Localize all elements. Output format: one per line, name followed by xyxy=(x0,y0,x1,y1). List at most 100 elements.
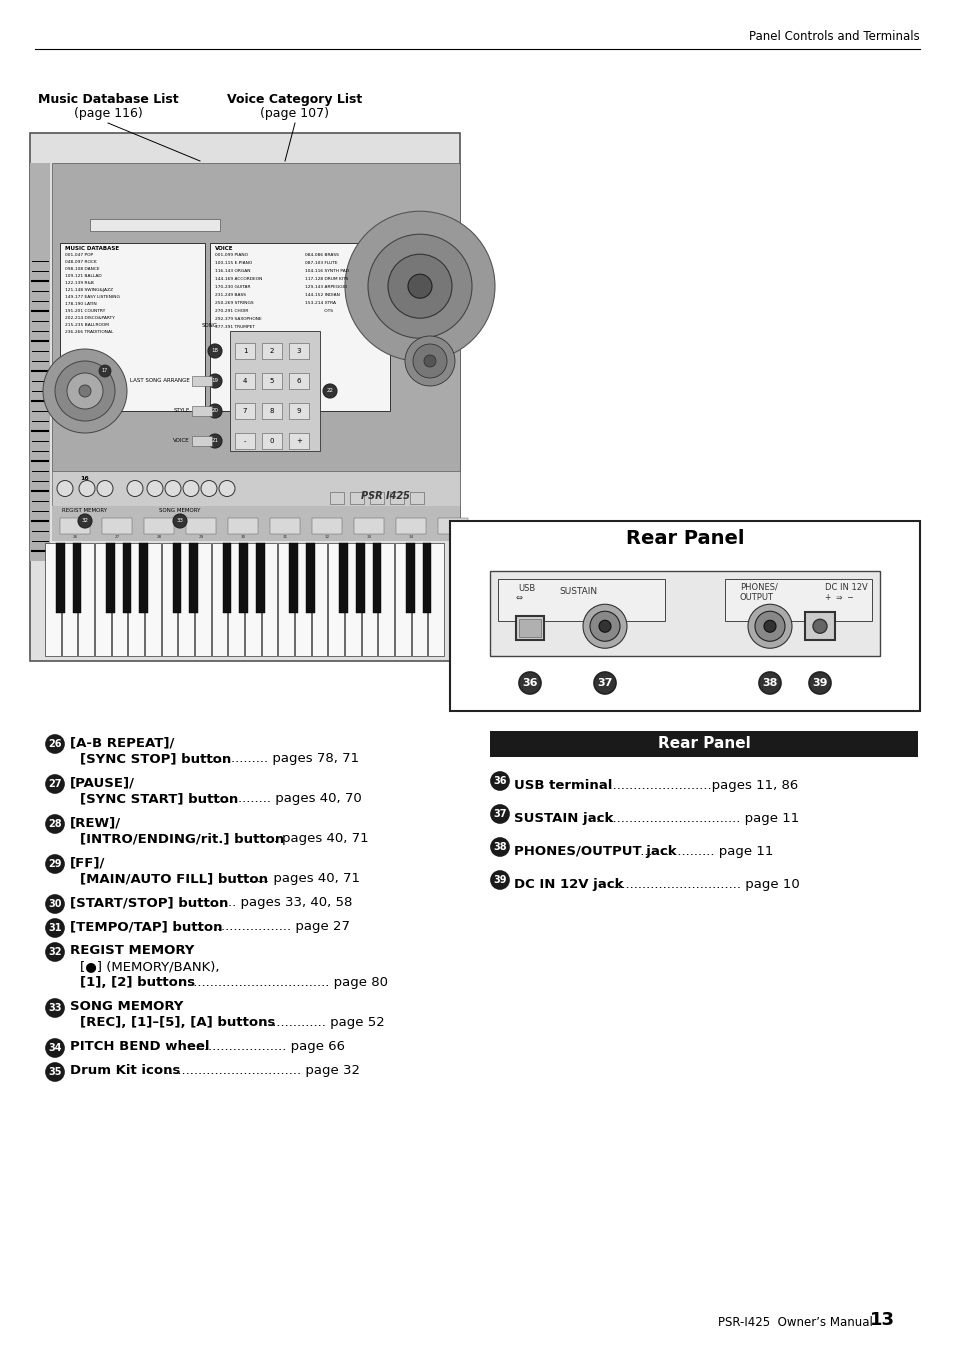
Bar xyxy=(30,163,50,561)
Bar xyxy=(60,243,205,411)
Circle shape xyxy=(46,998,64,1017)
Bar xyxy=(395,517,426,534)
Text: 0: 0 xyxy=(270,438,274,444)
Text: 4: 4 xyxy=(243,378,247,384)
Text: 270-291 CHOIR: 270-291 CHOIR xyxy=(214,309,248,313)
Bar xyxy=(278,543,294,657)
Circle shape xyxy=(57,481,73,497)
Circle shape xyxy=(183,481,199,497)
Text: 104-116 SYNTH PAD: 104-116 SYNTH PAD xyxy=(305,269,349,273)
Bar xyxy=(129,543,144,657)
Text: DC IN 12V: DC IN 12V xyxy=(824,584,867,592)
Bar xyxy=(330,492,344,504)
Circle shape xyxy=(46,815,64,834)
Bar xyxy=(230,331,319,451)
Text: 231-249 BASS: 231-249 BASS xyxy=(214,293,246,297)
Text: [START/STOP] button: [START/STOP] button xyxy=(70,896,228,909)
Text: 250-269 STRINGS: 250-269 STRINGS xyxy=(214,301,253,305)
Bar xyxy=(90,219,220,231)
Circle shape xyxy=(208,374,222,388)
Circle shape xyxy=(413,345,447,378)
Text: 32: 32 xyxy=(81,519,89,523)
Bar xyxy=(62,543,77,657)
Text: 34: 34 xyxy=(408,535,414,539)
Bar xyxy=(262,373,282,389)
Bar xyxy=(210,243,390,411)
Text: [A-B REPEAT]/: [A-B REPEAT]/ xyxy=(70,736,174,748)
Circle shape xyxy=(208,404,222,417)
Text: [SYNC STOP] button: [SYNC STOP] button xyxy=(80,753,231,765)
Bar xyxy=(52,163,459,471)
Text: 116-143 ORGAN: 116-143 ORGAN xyxy=(214,269,251,273)
Text: [PAUSE]/: [PAUSE]/ xyxy=(70,775,135,789)
Text: STYLE: STYLE xyxy=(173,408,190,413)
Circle shape xyxy=(201,481,216,497)
Text: ....... pages 40, 71: ....... pages 40, 71 xyxy=(236,871,360,885)
Text: 18: 18 xyxy=(212,349,218,354)
Text: .... pages 40, 71: .... pages 40, 71 xyxy=(256,832,368,844)
Circle shape xyxy=(759,671,781,694)
Text: 117-128 DRUM KITS: 117-128 DRUM KITS xyxy=(305,277,348,281)
Bar xyxy=(354,517,384,534)
Bar xyxy=(52,507,459,540)
Circle shape xyxy=(97,481,112,497)
Text: ⇔: ⇔ xyxy=(516,593,522,603)
Text: 32: 32 xyxy=(324,535,330,539)
Circle shape xyxy=(219,481,234,497)
Text: 087-103 FLUTE: 087-103 FLUTE xyxy=(305,261,337,265)
Bar xyxy=(395,543,410,657)
Text: 001-099 PIANO: 001-099 PIANO xyxy=(214,253,248,257)
Text: 129-143 ARPEGGIO: 129-143 ARPEGGIO xyxy=(305,285,347,289)
Bar xyxy=(390,492,403,504)
Circle shape xyxy=(46,919,64,938)
Text: PSR-I425  Owner’s Manual: PSR-I425 Owner’s Manual xyxy=(718,1316,872,1329)
Text: LAST SONG ARRANGE: LAST SONG ARRANGE xyxy=(131,378,190,384)
Text: SUSTAIN jack: SUSTAIN jack xyxy=(514,812,613,825)
Text: ............... pages 78, 71: ............... pages 78, 71 xyxy=(202,753,359,765)
Bar xyxy=(724,580,871,621)
Text: 144-169 ACCORDEON: 144-169 ACCORDEON xyxy=(214,277,262,281)
Text: 39: 39 xyxy=(811,678,827,688)
Text: 22: 22 xyxy=(326,389,334,393)
Bar xyxy=(312,517,341,534)
Bar xyxy=(192,436,212,446)
Text: USB terminal: USB terminal xyxy=(514,780,612,792)
Circle shape xyxy=(46,1039,64,1056)
Bar xyxy=(30,132,459,661)
Bar xyxy=(245,543,260,657)
Bar xyxy=(186,517,215,534)
Text: 28: 28 xyxy=(49,819,62,830)
Text: (page 107): (page 107) xyxy=(260,107,329,120)
Bar xyxy=(350,492,364,504)
Text: [REW]/: [REW]/ xyxy=(70,816,121,830)
Text: 100-115 E.PIANO: 100-115 E.PIANO xyxy=(214,261,252,265)
Text: 109-121 BALLAD: 109-121 BALLAD xyxy=(65,274,102,278)
Circle shape xyxy=(43,349,127,434)
Bar xyxy=(410,492,423,504)
Circle shape xyxy=(127,481,143,497)
Text: 31: 31 xyxy=(282,535,287,539)
Bar xyxy=(234,343,254,359)
Circle shape xyxy=(46,775,64,793)
Bar xyxy=(406,543,415,613)
Bar xyxy=(261,543,277,657)
Bar xyxy=(361,543,377,657)
Circle shape xyxy=(589,611,619,642)
Text: 21: 21 xyxy=(212,439,218,443)
Text: PSR I425: PSR I425 xyxy=(361,490,410,501)
Text: 2: 2 xyxy=(270,349,274,354)
Text: 13: 13 xyxy=(869,1310,894,1329)
Text: 32: 32 xyxy=(49,947,62,957)
Bar xyxy=(422,543,431,613)
Circle shape xyxy=(368,234,472,338)
Circle shape xyxy=(79,481,95,497)
Text: 7: 7 xyxy=(242,408,247,413)
Bar xyxy=(56,543,65,613)
Bar xyxy=(289,434,309,449)
Text: (page 116): (page 116) xyxy=(73,107,142,120)
Text: 37: 37 xyxy=(493,809,506,819)
Bar xyxy=(373,543,381,613)
Text: 8: 8 xyxy=(270,408,274,413)
Circle shape xyxy=(46,1063,64,1081)
Text: 35: 35 xyxy=(49,1067,62,1077)
